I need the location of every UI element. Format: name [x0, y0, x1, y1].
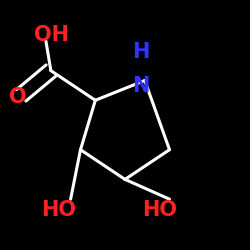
Text: HO: HO	[142, 200, 177, 220]
Text: N: N	[132, 76, 150, 96]
Text: H: H	[132, 42, 150, 62]
Text: O: O	[9, 86, 26, 106]
Text: OH: OH	[34, 25, 68, 45]
Text: HO: HO	[41, 200, 76, 220]
